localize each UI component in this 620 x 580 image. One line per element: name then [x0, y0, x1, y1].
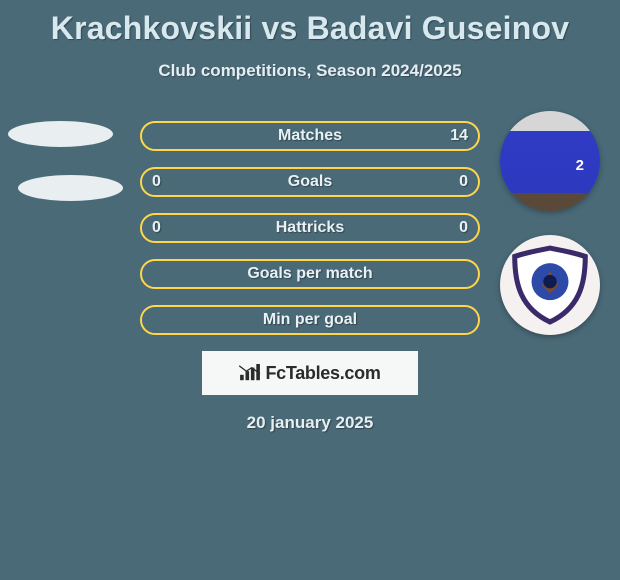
placeholder-ellipse-icon	[8, 121, 113, 147]
stat-row-goals-per-match: Goals per match	[140, 259, 480, 289]
page-title: Krachkovskii vs Badavi Guseinov	[0, 10, 620, 47]
stat-row-min-per-goal: Min per goal	[140, 305, 480, 335]
stat-label: Min per goal	[182, 311, 438, 329]
jersey-number: 2	[576, 157, 584, 174]
placeholder-ellipse-icon	[18, 175, 123, 201]
stat-label: Hattricks	[182, 219, 438, 237]
stat-left-value: 0	[152, 173, 182, 191]
stat-row-matches: Matches 14	[140, 121, 480, 151]
player-photo: 2	[500, 111, 600, 211]
stat-right-value: 0	[438, 173, 468, 191]
comparison-card: Krachkovskii vs Badavi Guseinov Club com…	[0, 0, 620, 433]
brand-badge[interactable]: FcTables.com	[202, 351, 418, 395]
main-area: 2 Matches 14 0 Goals 0	[0, 121, 620, 433]
stats-column: Matches 14 0 Goals 0 0 Hattricks 0 Goals…	[140, 121, 480, 433]
date-label: 20 january 2025	[140, 413, 480, 433]
crest-icon	[508, 243, 592, 327]
bar-chart-icon	[239, 364, 261, 382]
stat-right-value: 0	[438, 219, 468, 237]
brand-name: FcTables.com	[265, 363, 380, 384]
stat-label: Goals per match	[182, 265, 438, 283]
subtitle: Club competitions, Season 2024/2025	[0, 61, 620, 81]
stat-right-value: 14	[438, 127, 468, 145]
left-column	[0, 121, 120, 229]
stat-row-goals: 0 Goals 0	[140, 167, 480, 197]
stat-label: Goals	[182, 173, 438, 191]
stat-label: Matches	[182, 127, 438, 145]
right-column: 2	[500, 111, 610, 359]
club-crest	[500, 235, 600, 335]
stat-left-value: 0	[152, 219, 182, 237]
stat-row-hattricks: 0 Hattricks 0	[140, 213, 480, 243]
